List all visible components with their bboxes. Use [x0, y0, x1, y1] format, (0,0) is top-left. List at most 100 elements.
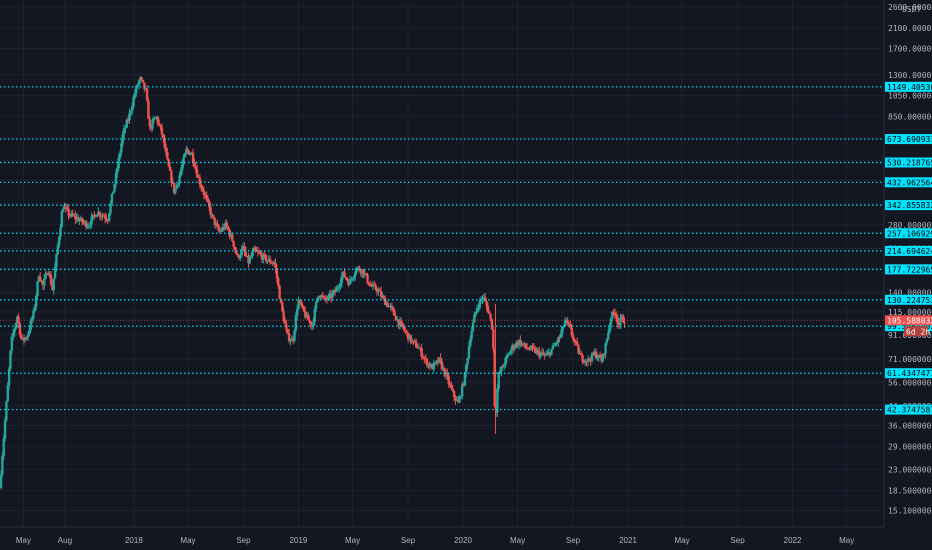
- candle-body: [130, 106, 134, 112]
- candle: [133, 89, 137, 101]
- level-tag-label: 130.22475367: [887, 296, 932, 305]
- candle: [102, 213, 105, 217]
- level-price-tag[interactable]: 432.96256405: [885, 177, 932, 188]
- candle: [440, 358, 444, 372]
- candle-body: [221, 226, 225, 231]
- candle: [18, 322, 22, 338]
- candle-body: [597, 354, 600, 358]
- candle: [512, 344, 515, 353]
- candle: [332, 289, 335, 296]
- candle-body: [475, 307, 479, 312]
- candle: [455, 396, 458, 401]
- candle-body: [291, 339, 295, 341]
- candle: [513, 343, 517, 351]
- candle-body: [72, 215, 76, 217]
- candle: [474, 311, 477, 318]
- candle: [294, 312, 298, 334]
- candle: [91, 214, 95, 221]
- candle-body: [159, 124, 162, 128]
- level-price-tag[interactable]: 342.85583206: [885, 200, 932, 211]
- candle-body: [454, 396, 457, 401]
- level-price-tag[interactable]: 257.10692951: [885, 228, 932, 239]
- candle-body: [3, 420, 7, 439]
- y-tick-label: 2600.00000000: [888, 3, 932, 12]
- candle: [13, 327, 16, 338]
- candle-body: [170, 170, 173, 183]
- candle-body: [91, 214, 95, 217]
- level-price-tag[interactable]: 42.37475871: [885, 404, 932, 415]
- y-tick-label: 71.00000000: [888, 355, 932, 364]
- candle-body: [582, 361, 586, 363]
- candle: [110, 193, 114, 206]
- candle-body: [52, 278, 55, 291]
- candle: [141, 79, 145, 84]
- candle: [450, 381, 453, 390]
- candle-body: [198, 177, 202, 185]
- candle-body: [240, 249, 243, 256]
- time-scale[interactable]: [0, 527, 884, 550]
- candle-body: [589, 359, 592, 361]
- candle: [351, 277, 354, 282]
- candle: [488, 309, 491, 314]
- candle-body: [419, 347, 422, 349]
- level-price-tag[interactable]: 61.43474719: [885, 368, 932, 379]
- level-price-tag[interactable]: 130.22475367: [885, 294, 932, 305]
- candle: [60, 209, 64, 228]
- candle-body: [328, 293, 331, 296]
- candle: [543, 352, 546, 360]
- candle: [45, 272, 49, 276]
- candle: [175, 183, 179, 190]
- candle-body: [57, 236, 61, 246]
- candle: [432, 359, 435, 373]
- candle-body: [191, 152, 195, 163]
- candle-body: [603, 353, 606, 355]
- candle-body: [40, 280, 43, 282]
- candle-body: [424, 358, 427, 360]
- level-price-tag[interactable]: 214.69462402: [885, 245, 932, 256]
- candle: [190, 152, 193, 155]
- candle: [501, 364, 504, 368]
- candle-body: [379, 291, 383, 297]
- candle-body: [85, 221, 88, 228]
- candle-body: [608, 324, 611, 333]
- candle: [417, 343, 421, 349]
- level-price-tag[interactable]: 177.72296579: [885, 264, 932, 275]
- candle-body: [103, 216, 107, 219]
- candle-body: [329, 293, 333, 299]
- candle: [344, 276, 348, 281]
- candle-body: [79, 217, 82, 220]
- candle: [367, 282, 371, 286]
- candle-body: [427, 363, 430, 366]
- candle: [103, 212, 107, 224]
- level-price-tag[interactable]: 1149.40530169: [885, 81, 932, 92]
- candle-body: [26, 333, 30, 338]
- candle-body: [506, 354, 510, 356]
- candle-body: [172, 182, 176, 193]
- level-price-tag[interactable]: 530.21876592: [885, 157, 932, 168]
- candle-body: [446, 372, 449, 377]
- candle-body: [244, 251, 247, 256]
- candle-body: [313, 308, 316, 322]
- candle-body: [405, 331, 408, 333]
- candle-body: [126, 119, 130, 121]
- candle-body: [485, 300, 488, 306]
- candle-body: [74, 215, 77, 219]
- candle: [33, 303, 37, 313]
- candle-body: [297, 300, 300, 310]
- candle: [443, 367, 446, 378]
- candle: [498, 366, 502, 374]
- candle: [300, 299, 303, 308]
- level-price-tag[interactable]: 673.69093117: [885, 134, 932, 145]
- candle-body: [444, 372, 448, 376]
- candle-body: [521, 343, 525, 345]
- candle: [539, 351, 542, 359]
- candle-body: [459, 396, 463, 398]
- candle-body: [321, 295, 325, 297]
- candle: [293, 329, 296, 343]
- candle: [540, 347, 544, 357]
- level-tag-bg: [885, 245, 932, 256]
- candle: [589, 356, 592, 366]
- candle-body: [438, 357, 441, 363]
- candle-body: [80, 217, 84, 223]
